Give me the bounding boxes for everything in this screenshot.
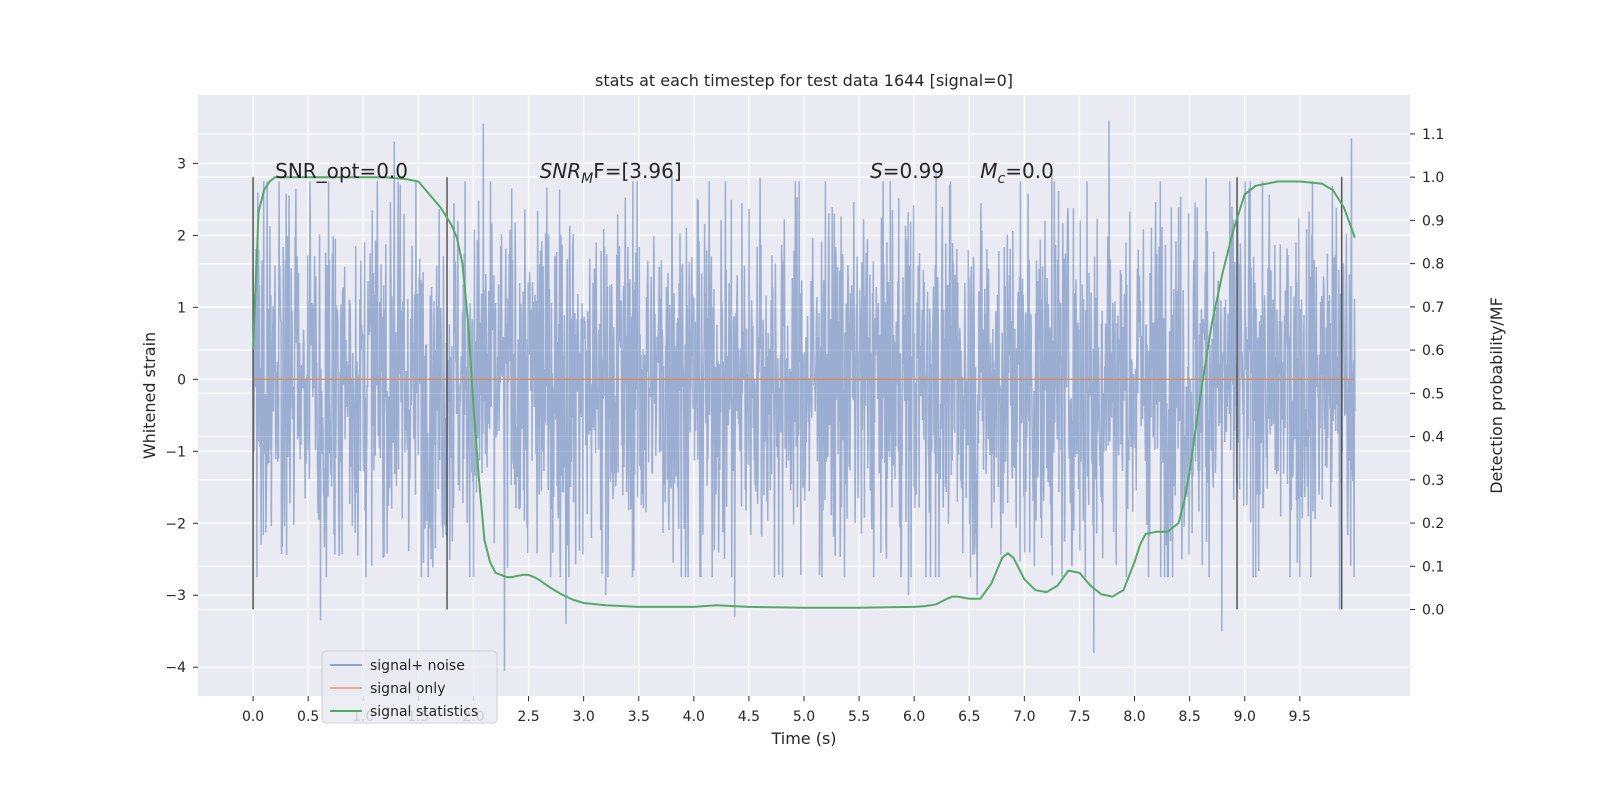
legend-label: signal+ noise (370, 658, 465, 674)
noise-series (252, 120, 1356, 671)
y2-axis-label: Detection probability/MF (1487, 297, 1506, 494)
x-tick-label: 7.5 (1068, 709, 1090, 725)
x-tick-label: 5.5 (848, 709, 870, 725)
y-axis-label: Whitened strain (140, 332, 159, 459)
series-line-signal-noise (252, 120, 1356, 671)
legend-label: signal statistics (370, 704, 478, 720)
series-line-signal-statistics (252, 176, 1356, 609)
annotation: SNR_opt=0.0 (275, 159, 408, 183)
annotation: Mc=0.0 (980, 159, 1054, 187)
x-tick-label: 2.5 (517, 709, 539, 725)
legend-label: signal only (370, 681, 445, 697)
y2-tick-label: 0.0 (1422, 603, 1444, 619)
annotation: SNRMF=[3.96] (540, 159, 682, 187)
x-tick-label: 4.0 (683, 709, 705, 725)
x-tick-label: 5.0 (793, 709, 815, 725)
x-tick-label: 8.5 (1179, 709, 1201, 725)
y2-tick-label: 0.8 (1422, 257, 1444, 273)
x-tick-label: 3.5 (628, 709, 650, 725)
x-tick-label: 7.0 (1013, 709, 1035, 725)
vertical-markers (252, 177, 1343, 610)
y2-tick-label: 0.1 (1422, 559, 1444, 575)
x-tick-label: 0.5 (297, 709, 319, 725)
x-axis-label: Time (s) (770, 729, 836, 748)
annotations: SNR_opt=0.0 SNRMF=[3.96] S=0.99 Mc=0.0 (275, 159, 1054, 187)
y-tick-label: 2 (177, 228, 186, 244)
y2-tick-label: 1.1 (1422, 127, 1444, 143)
x-tick-label: 0.0 (242, 709, 264, 725)
x-tick-label: 9.0 (1234, 709, 1256, 725)
y-tick-label: −1 (165, 444, 186, 460)
chart-title: stats at each timestep for test data 164… (595, 71, 1013, 90)
y-tick-label: −3 (165, 588, 186, 604)
y-tick-label: 3 (177, 156, 186, 172)
y2-tick-label: 0.3 (1422, 473, 1444, 489)
x-tick-label: 6.5 (958, 709, 980, 725)
y2-tick-label: 0.7 (1422, 300, 1444, 316)
y2-tick-label: 0.2 (1422, 516, 1444, 532)
y2-tick-label: 0.5 (1422, 386, 1444, 402)
y-tick-label: 1 (177, 300, 186, 316)
y2-tick-label: 0.9 (1422, 213, 1444, 229)
x-tick-label: 6.0 (903, 709, 925, 725)
legend-box (321, 650, 498, 724)
stats-series (252, 176, 1356, 609)
y2-tick-label: 0.6 (1422, 343, 1444, 359)
x-tick-label: 4.5 (738, 709, 760, 725)
y-tick-label: 0 (177, 372, 186, 388)
y2-tick-label: 1.0 (1422, 170, 1444, 186)
annotation: S=0.99 (870, 159, 944, 183)
y-tick-label: −2 (165, 516, 186, 532)
x-tick-label: 8.0 (1123, 709, 1145, 725)
x-tick-label: 9.5 (1289, 709, 1311, 725)
y2-tick-label: 0.4 (1422, 430, 1444, 446)
y-tick-label: −4 (165, 660, 186, 676)
x-tick-label: 3.0 (573, 709, 595, 725)
legend: signal+ noise signal only signal statistic… (321, 650, 498, 724)
